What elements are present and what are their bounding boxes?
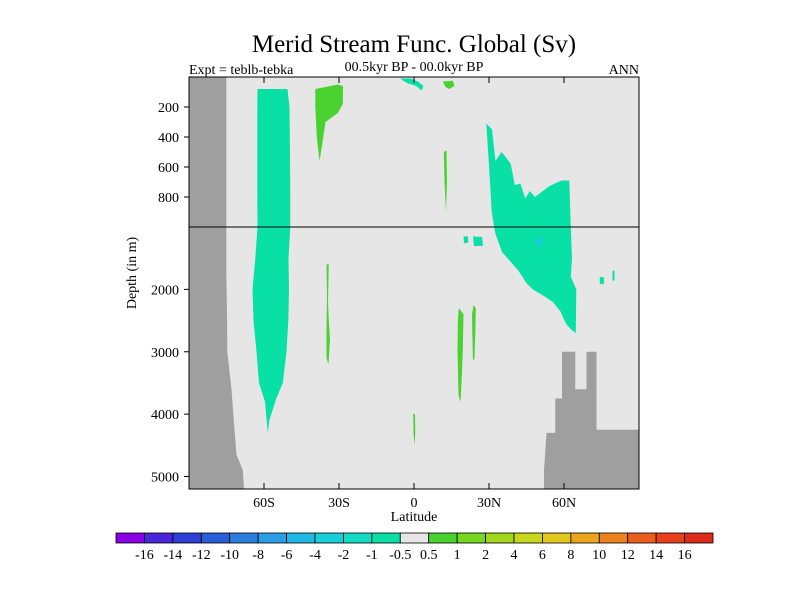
colorbar-swatch <box>542 532 572 544</box>
colorbar-swatch <box>286 532 316 544</box>
colorbar-swatch <box>115 532 145 544</box>
x-axis: 60S 30S 0 30N 60N <box>253 77 576 511</box>
x-tick-label: 60N <box>552 496 576 511</box>
colorbar-label: -0.5 <box>389 548 411 563</box>
contour-region-north-patch-1800m <box>612 270 615 281</box>
chart-title: Merid Stream Func. Global (Sv) <box>252 31 576 58</box>
y-axis: 200 400 600 800 2000 3000 4000 5000 <box>151 101 189 486</box>
contour-region-equator-upper-patch <box>400 78 424 91</box>
contour-region-equator-deep-patch <box>413 414 416 446</box>
colorbar-label: -2 <box>338 548 350 563</box>
colorbar-label: -4 <box>309 548 321 563</box>
x-tick-label: 60S <box>253 496 275 511</box>
colorbar-swatch <box>257 532 287 544</box>
colorbar-swatch <box>684 532 714 544</box>
contour-region-tropical-patch-1200m <box>463 236 469 244</box>
colorbar-swatch <box>229 532 259 544</box>
y-tick-label: 3000 <box>151 346 179 361</box>
contour-region-north-patch-500m <box>443 150 447 212</box>
colorbar-label: -14 <box>164 548 183 563</box>
colorbar-label: 6 <box>539 548 546 563</box>
y-tick-label: 400 <box>158 131 179 146</box>
colorbar-label: 16 <box>678 548 692 563</box>
colorbar-swatch <box>570 532 600 544</box>
colorbar-label: -10 <box>220 548 239 563</box>
colorbar-swatch <box>598 532 629 544</box>
contour-region-north-atlantic-core <box>535 236 543 247</box>
colorbar: -16 -14 -12 -10 -8 -6 -4 -2 -1 -0.5 0.5 1 2 4 6 8 10 12 14… <box>115 532 714 563</box>
contour-region-tropical-north-cell <box>457 308 464 402</box>
colorbar-label: -8 <box>252 548 264 563</box>
x-tick-label: 0 <box>411 496 418 511</box>
colorbar-label: 0.5 <box>420 548 438 563</box>
colorbar-label: -12 <box>192 548 211 563</box>
contour-region-north-patch-1900m <box>599 276 604 285</box>
colorbar-swatch <box>200 532 231 544</box>
y-tick-label: 200 <box>158 101 179 116</box>
contour-region-tropical-north-cell-2 <box>472 305 476 362</box>
y-tick-label: 800 <box>158 191 179 206</box>
land-mask-north <box>544 351 639 489</box>
colorbar-swatch <box>627 532 657 544</box>
colorbar-label: 12 <box>621 548 635 563</box>
colorbar-swatch <box>343 532 373 544</box>
colorbar-label: -6 <box>281 548 293 563</box>
chart-subtitle-left: Expt = teblb-tebka <box>189 63 294 78</box>
contour-region-southern-deep-cell <box>326 264 330 365</box>
chart-subtitle-right: ANN <box>609 63 639 78</box>
colorbar-label: -1 <box>366 548 378 563</box>
y-tick-label: 600 <box>158 161 179 176</box>
colorbar-swatch <box>456 532 486 544</box>
colorbar-swatch <box>513 532 543 544</box>
contour-region-tropical-patch-1400m <box>473 236 483 247</box>
colorbar-label: 10 <box>592 548 606 563</box>
colorbar-label: 2 <box>482 548 489 563</box>
colorbar-swatch <box>144 532 174 544</box>
x-tick-label: 30N <box>477 496 501 511</box>
y-axis-label: Depth (in m) <box>125 237 140 310</box>
contour-region-southern-subtropical-cell <box>315 84 343 161</box>
colorbar-swatch <box>314 532 344 544</box>
colorbar-label: 4 <box>511 548 518 563</box>
colorbar-swatch <box>399 532 430 544</box>
colorbar-swatch <box>428 532 458 544</box>
colorbar-swatch <box>655 532 685 544</box>
colorbar-swatch <box>371 532 401 544</box>
x-axis-label: Latitude <box>391 510 438 525</box>
colorbar-label: 1 <box>454 548 461 563</box>
contour-region-north-atlantic-cell <box>486 123 577 333</box>
contour-region-southern-ocean-cell <box>252 89 291 433</box>
y-tick-label: 4000 <box>151 408 179 423</box>
y-tick-label: 5000 <box>151 471 179 486</box>
x-tick-label: 30S <box>328 496 350 511</box>
colorbar-swatch <box>485 532 515 544</box>
colorbar-label: 14 <box>649 548 663 563</box>
colorbar-label: 8 <box>567 548 574 563</box>
chart-subtitle-center: 00.5kyr BP - 00.0kyr BP <box>345 60 484 75</box>
colorbar-label: -16 <box>135 548 154 563</box>
plot-area <box>188 76 640 490</box>
y-tick-label: 2000 <box>151 283 179 298</box>
colorbar-swatch <box>172 532 202 544</box>
contour-region-north-upper-patch <box>442 80 455 89</box>
land-mask-south <box>189 77 244 489</box>
